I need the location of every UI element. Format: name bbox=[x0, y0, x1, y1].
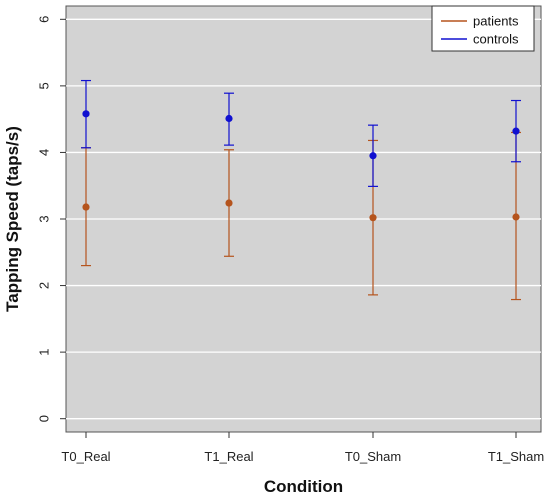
x-tick-label: T1_Sham bbox=[488, 449, 544, 464]
series-controls bbox=[81, 79, 521, 187]
y-tick-label: 2 bbox=[37, 282, 52, 289]
y-tick-label: 5 bbox=[37, 82, 52, 89]
data-point bbox=[512, 127, 520, 135]
y-tick-label: 1 bbox=[37, 349, 52, 356]
y-axis: 0 1 2 3 4 5 6 bbox=[37, 16, 66, 422]
x-axis: T0_Real T1_Real T0_Sham T1_Sham bbox=[61, 432, 544, 464]
y-tick-label: 0 bbox=[37, 415, 52, 422]
legend-box bbox=[431, 5, 535, 52]
series-layer bbox=[81, 79, 521, 301]
data-point bbox=[225, 199, 233, 207]
x-axis-title: Condition bbox=[264, 477, 343, 496]
data-point bbox=[82, 203, 90, 211]
legend-label-patients: patients bbox=[473, 14, 519, 29]
data-point bbox=[512, 213, 520, 221]
data-point bbox=[82, 110, 90, 118]
legend: patients controls bbox=[431, 5, 535, 52]
x-tick-label: T0_Sham bbox=[345, 449, 401, 464]
x-tick-label: T0_Real bbox=[61, 449, 110, 464]
y-axis-title: Tapping Speed (taps/s) bbox=[3, 126, 22, 312]
data-point bbox=[225, 114, 233, 123]
x-tick-label: T1_Real bbox=[204, 449, 253, 464]
y-tick-label: 3 bbox=[37, 215, 52, 222]
y-tick-label: 4 bbox=[37, 149, 52, 156]
data-point bbox=[369, 152, 377, 160]
y-tick-label: 6 bbox=[37, 16, 52, 23]
legend-label-controls: controls bbox=[473, 32, 519, 47]
data-point bbox=[369, 214, 377, 222]
